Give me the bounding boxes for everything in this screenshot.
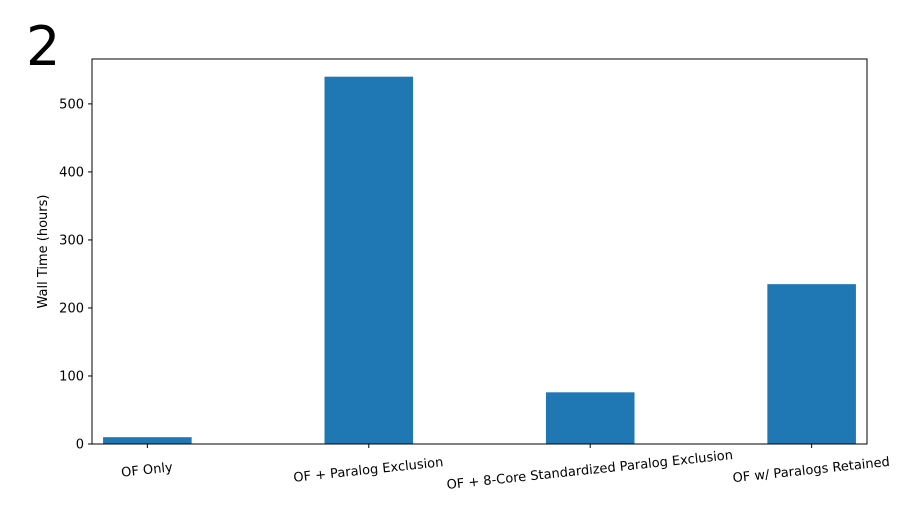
y-tick-label: 200 — [59, 301, 84, 316]
x-tick-label: OF + Paralog Exclusion — [293, 455, 444, 486]
plot-frame — [91, 58, 868, 445]
bar — [545, 392, 635, 444]
bars-group — [103, 76, 856, 444]
bar — [767, 284, 856, 444]
y-tick-label: 400 — [59, 165, 84, 180]
y-axis-label: Wall Time (hours) — [36, 195, 51, 309]
x-tick-label: OF Only — [121, 460, 174, 480]
x-tick-label: OF w/ Paralogs Retained — [732, 455, 891, 486]
x-axis: OF Only OF + Paralog Exclusion OF + 8-Core… — [121, 444, 891, 493]
y-axis: 0 100 200 300 400 500 — [59, 97, 92, 453]
y-tick-label: 500 — [59, 97, 84, 112]
panel-label: 2 — [26, 15, 60, 78]
y-tick-label: 300 — [59, 233, 84, 248]
bar — [324, 76, 414, 444]
x-tick-label: OF + 8-Core Standardized Paralog Exclusi… — [446, 448, 734, 493]
y-tick-label: 100 — [59, 369, 84, 384]
bar — [103, 437, 192, 444]
y-tick-label: 0 — [76, 438, 84, 453]
